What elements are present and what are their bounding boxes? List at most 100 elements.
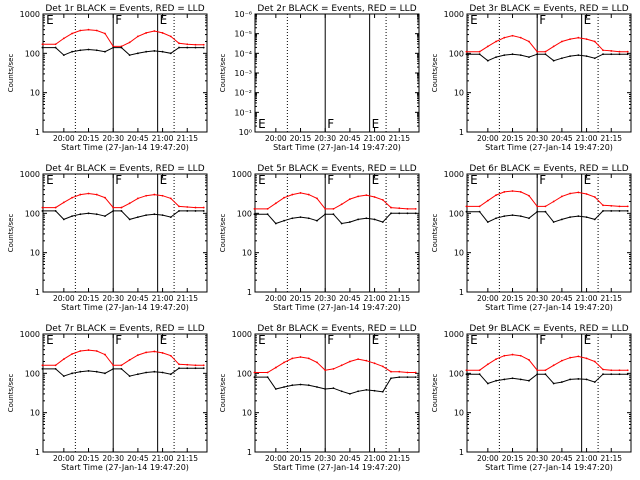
data-point [495,40,497,43]
data-point [186,363,189,366]
data-point [128,202,131,205]
x-tick-label: 20:30 [102,294,124,303]
data-point [602,210,604,212]
data-point [104,50,106,53]
y-axis-label: Counts/sec [431,374,439,413]
data-point [602,368,604,371]
data-point [54,43,57,46]
y-tick-label: 1 [247,288,252,297]
data-point [104,372,106,375]
data-point [365,217,368,220]
orbit-marker: E [160,333,168,347]
orbit-marker: F [327,117,334,131]
panel-title: Det 7r BLACK = Events, RED = LLD [45,324,204,334]
y-tick-label: 1000 [444,330,464,339]
data-point [62,37,65,40]
data-point [299,383,302,386]
data-point [577,191,580,194]
panel-title: Det 1r BLACK = Events, RED = LLD [45,4,204,14]
data-point [71,50,73,53]
orbit-marker: E [46,13,54,27]
data-point [414,207,417,210]
x-tick-label: 20:45 [551,134,573,143]
orbit-marker: F [539,173,546,187]
series-line-red [466,354,628,371]
data-point [332,207,335,210]
data-point [95,350,98,352]
data-point [169,197,172,200]
data-point [169,35,172,38]
data-point [340,390,343,393]
x-tick-label: 20:00 [53,134,75,143]
series-line-black [42,210,204,220]
y-tick-label: 10⁻⁶ [234,10,252,19]
data-point [54,364,57,367]
y-tick-label: 100 [25,49,40,58]
data-point [161,371,164,374]
data-point [186,210,189,212]
data-point [316,386,318,388]
data-point [128,41,131,44]
y-axis-label: Counts/sec [7,214,15,253]
data-point [324,388,327,390]
y-axis-label: Counts/sec [431,54,439,93]
data-point [307,193,310,196]
data-point [511,353,514,356]
data-point [128,358,131,361]
data-point [112,210,115,212]
data-point [618,210,621,212]
data-point [381,365,384,368]
data-point [519,54,522,57]
data-point [136,373,139,376]
data-point [577,378,580,380]
data-point [569,378,572,381]
data-point [544,373,547,376]
data-point [585,193,588,195]
orbit-marker: E [160,173,168,187]
panel-title: Det 5r BLACK = Events, RED = LLD [257,164,416,174]
data-point [519,378,522,381]
data-point [178,205,180,208]
data-point [283,219,285,222]
data-point [365,388,368,391]
y-tick-label: 10⁻⁵ [234,30,252,39]
data-point [602,49,604,52]
data-point [79,193,82,196]
y-tick-label: 10⁻¹ [234,108,252,117]
data-point [569,356,572,359]
data-point [340,222,343,225]
y-tick-label: 1000 [20,10,40,19]
data-point [626,210,629,212]
data-point [465,205,468,208]
panel-det-5: Det 5r BLACK = Events, RED = LLD Counts/s… [219,164,420,312]
data-point [528,40,530,43]
data-point [104,353,106,356]
data-point [373,196,376,198]
data-point [544,53,547,56]
y-tick-label: 100 [237,369,252,378]
data-point [186,367,189,370]
x-tick-label: 21:00 [576,454,598,463]
data-point [390,370,392,373]
x-tick-label: 20:00 [477,294,499,303]
data-point [283,196,285,199]
orbit-marker: E [470,173,478,187]
data-point [398,212,401,215]
data-point [202,367,205,370]
data-point [283,361,285,364]
data-point [194,46,197,49]
x-tick-label: 20:30 [314,294,336,303]
data-point [357,358,360,361]
orbit-marker: E [160,13,168,27]
data-point [145,351,148,354]
y-tick-label: 1000 [20,170,40,179]
y-tick-label: 1 [35,128,40,137]
data-point [95,213,98,216]
data-point [560,381,563,383]
data-point [528,358,530,361]
data-point [503,54,506,57]
x-tick-label: 20:30 [526,134,548,143]
y-tick-label: 10⁰ [239,128,252,137]
data-point [153,370,156,373]
data-point [406,371,409,374]
